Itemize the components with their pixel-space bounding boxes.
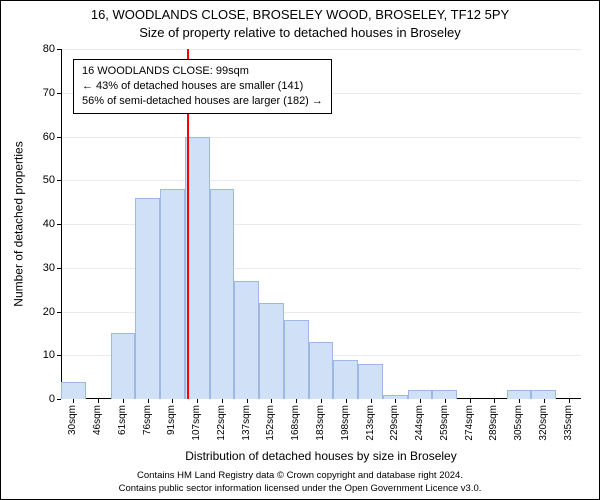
x-tick-label: 335sqm (563, 405, 574, 441)
x-tick-label: 30sqm (67, 405, 78, 435)
x-tick-mark (519, 399, 520, 403)
chart-container: 16, WOODLANDS CLOSE, BROSELEY WOOD, BROS… (0, 0, 600, 500)
y-axis-label: Number of detached properties (11, 49, 27, 399)
y-tick-mark (57, 399, 61, 400)
y-axis-label-text: Number of detached properties (12, 141, 26, 306)
histogram-bar (432, 390, 457, 399)
x-tick-mark (73, 399, 74, 403)
footer-line-1: Contains HM Land Registry data © Crown c… (1, 470, 599, 482)
histogram-bar (507, 390, 532, 399)
x-tick-mark (296, 399, 297, 403)
histogram-bar (309, 342, 334, 399)
histogram-bar (333, 360, 358, 399)
y-tick-mark (57, 93, 61, 94)
x-tick-label: 198sqm (340, 405, 351, 441)
y-tick-label: 70 (43, 87, 55, 99)
footer: Contains HM Land Registry data © Crown c… (1, 470, 599, 495)
x-tick-label: 289sqm (488, 405, 499, 441)
info-line-3: 56% of semi-detached houses are larger (… (82, 94, 323, 109)
histogram-bar (61, 382, 86, 400)
y-tick-label: 50 (43, 174, 55, 186)
x-tick-label: 213sqm (365, 405, 376, 441)
x-tick-label: 244sqm (414, 405, 425, 441)
histogram-bar (160, 189, 185, 399)
y-tick-mark (57, 268, 61, 269)
histogram-bar (408, 390, 433, 399)
y-tick-mark (57, 312, 61, 313)
x-tick-label: 274sqm (464, 405, 475, 441)
x-tick-label: 168sqm (290, 405, 301, 441)
x-tick-label: 183sqm (315, 405, 326, 441)
x-tick-label: 152sqm (265, 405, 276, 441)
y-tick-mark (57, 49, 61, 50)
x-tick-mark (197, 399, 198, 403)
y-tick-label: 80 (43, 43, 55, 55)
x-tick-mark (445, 399, 446, 403)
x-tick-mark (371, 399, 372, 403)
y-tick-label: 10 (43, 349, 55, 361)
x-tick-mark (470, 399, 471, 403)
y-tick-label: 30 (43, 262, 55, 274)
x-tick-mark (321, 399, 322, 403)
x-tick-mark (271, 399, 272, 403)
x-tick-label: 229sqm (389, 405, 400, 441)
x-tick-mark (247, 399, 248, 403)
histogram-bar (234, 281, 259, 399)
grid-line (61, 137, 581, 138)
x-tick-mark (569, 399, 570, 403)
histogram-bar (111, 333, 136, 399)
x-axis-label: Distribution of detached houses by size … (61, 449, 581, 463)
grid-line (61, 49, 581, 50)
info-line-1: 16 WOODLANDS CLOSE: 99sqm (82, 64, 323, 79)
x-tick-label: 91sqm (166, 405, 177, 435)
y-tick-label: 0 (49, 393, 55, 405)
x-tick-mark (544, 399, 545, 403)
y-tick-mark (57, 180, 61, 181)
y-tick-mark (57, 137, 61, 138)
histogram-bar (358, 364, 383, 399)
x-tick-label: 259sqm (439, 405, 450, 441)
y-tick-mark (57, 355, 61, 356)
x-tick-label: 107sqm (191, 405, 202, 441)
x-tick-label: 76sqm (142, 405, 153, 435)
y-tick-label: 20 (43, 306, 55, 318)
x-tick-mark (172, 399, 173, 403)
x-tick-label: 320sqm (538, 405, 549, 441)
chart-title-address: 16, WOODLANDS CLOSE, BROSELEY WOOD, BROS… (1, 7, 599, 22)
x-tick-label: 137sqm (241, 405, 252, 441)
x-tick-mark (494, 399, 495, 403)
x-tick-mark (148, 399, 149, 403)
x-tick-mark (98, 399, 99, 403)
y-tick-mark (57, 224, 61, 225)
histogram-bar (210, 189, 235, 399)
histogram-bar (135, 198, 160, 399)
info-box: 16 WOODLANDS CLOSE: 99sqm ← 43% of detac… (73, 59, 332, 114)
x-tick-mark (346, 399, 347, 403)
x-tick-mark (395, 399, 396, 403)
y-tick-label: 60 (43, 131, 55, 143)
info-line-2: ← 43% of detached houses are smaller (14… (82, 79, 323, 94)
x-tick-mark (420, 399, 421, 403)
chart-subtitle: Size of property relative to detached ho… (1, 25, 599, 40)
x-tick-label: 122sqm (216, 405, 227, 441)
grid-line (61, 180, 581, 181)
histogram-bar (531, 390, 556, 399)
y-tick-label: 40 (43, 218, 55, 230)
x-tick-mark (222, 399, 223, 403)
footer-line-2: Contains public sector information licen… (1, 483, 599, 495)
histogram-bar (259, 303, 284, 399)
x-tick-label: 61sqm (117, 405, 128, 435)
x-tick-label: 305sqm (513, 405, 524, 441)
x-tick-label: 46sqm (92, 405, 103, 435)
x-tick-mark (123, 399, 124, 403)
histogram-bar (284, 320, 309, 399)
